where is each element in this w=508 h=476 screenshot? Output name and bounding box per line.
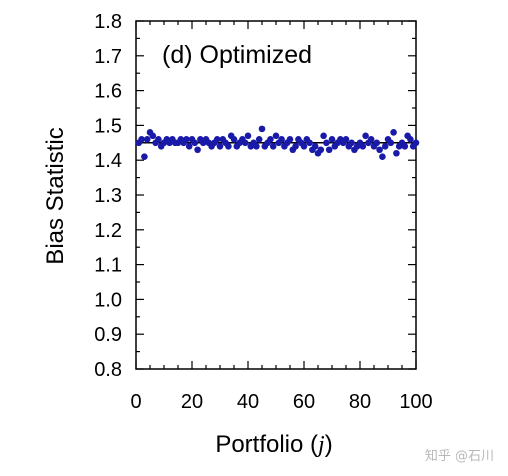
data-point — [387, 139, 395, 147]
y-tick-label: 1.3 — [94, 185, 122, 207]
data-point — [255, 136, 263, 143]
data-point — [376, 146, 383, 154]
data-point — [155, 136, 162, 143]
chart-title: (d) Optimized — [162, 41, 312, 69]
data-point — [373, 139, 381, 147]
x-tick-label: 20 — [181, 391, 203, 413]
data-point — [138, 136, 145, 143]
x-tick-label: 60 — [293, 391, 315, 413]
data-point — [412, 139, 420, 147]
data-points — [135, 125, 420, 161]
y-tick-label: 0.8 — [94, 359, 122, 381]
data-point — [367, 136, 375, 143]
data-point — [292, 142, 299, 150]
plot-frame — [135, 20, 417, 370]
data-point — [286, 136, 294, 143]
data-point — [183, 136, 190, 143]
data-point — [185, 142, 193, 150]
x-tick-label: 40 — [237, 391, 259, 413]
data-point — [328, 136, 336, 143]
y-tick-labels: 0.8 0.9 1.0 1.1 1.2 1.3 1.4 1.5 1.6 1.7 1.8 — [94, 11, 122, 381]
data-point — [191, 139, 199, 147]
data-point — [311, 142, 319, 150]
y-axis-title: Bias Statistic — [42, 127, 69, 264]
x-tick-labels: 0 20 40 60 80 100 — [130, 391, 432, 413]
data-point — [317, 146, 325, 154]
data-point — [244, 132, 252, 140]
data-point — [393, 149, 400, 157]
x-axis-title: Portfolio (j) — [215, 431, 332, 458]
data-point — [141, 153, 148, 161]
y-tick-label: 1.8 — [94, 11, 122, 33]
data-point — [225, 142, 232, 150]
data-point — [342, 136, 350, 143]
data-point — [258, 125, 266, 133]
data-point — [407, 136, 414, 143]
data-point — [381, 142, 389, 150]
data-point — [359, 142, 367, 150]
data-point — [143, 136, 151, 143]
watermark: 知乎 @石川 — [424, 449, 494, 464]
data-point — [230, 136, 238, 143]
plot-area — [135, 20, 417, 370]
data-point — [401, 142, 409, 150]
data-point — [253, 142, 260, 150]
x-tick-label: 80 — [349, 391, 371, 413]
y-tick-label: 1.0 — [94, 289, 122, 311]
data-point — [194, 146, 201, 154]
data-point — [362, 132, 369, 140]
data-point — [320, 132, 327, 140]
y-tick-label: 1.1 — [94, 255, 122, 277]
data-point — [216, 142, 224, 150]
x-tick-label: 100 — [399, 391, 432, 413]
data-point — [306, 139, 313, 147]
data-point — [325, 146, 333, 154]
data-point — [272, 132, 280, 140]
data-point — [379, 153, 386, 161]
data-point — [278, 136, 285, 143]
data-point — [390, 129, 397, 136]
y-tick-label: 1.7 — [94, 46, 122, 68]
y-tick-label: 1.4 — [94, 150, 122, 172]
axis-ticks — [135, 20, 417, 370]
data-point — [348, 139, 355, 147]
data-point — [241, 139, 249, 147]
data-point — [323, 139, 330, 147]
data-point — [269, 142, 277, 150]
y-tick-label: 1.2 — [94, 220, 122, 242]
data-point — [267, 136, 274, 143]
data-point — [213, 136, 221, 143]
x-tick-label: 0 — [130, 391, 141, 413]
data-point — [300, 142, 308, 150]
y-tick-label: 1.6 — [94, 81, 122, 103]
y-tick-label: 0.9 — [94, 324, 122, 346]
data-point — [149, 132, 157, 140]
y-tick-label: 1.5 — [94, 115, 122, 137]
